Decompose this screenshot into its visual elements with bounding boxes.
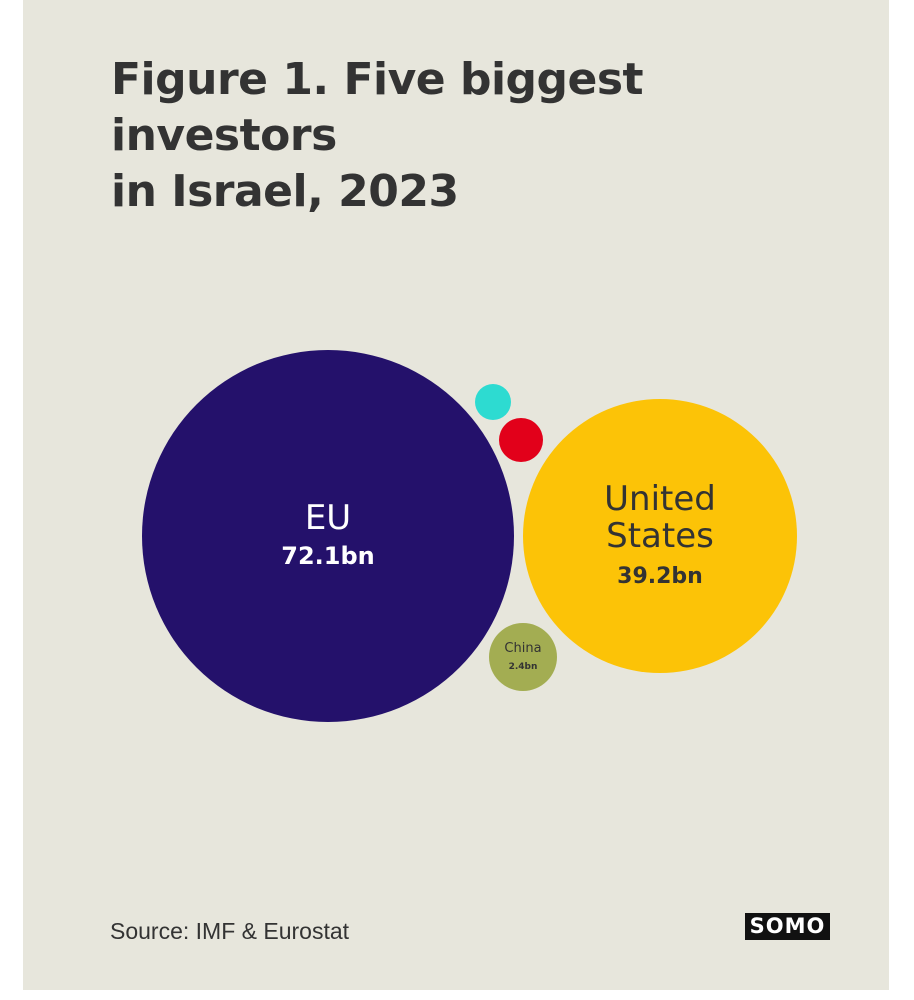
bubble-label-united-states-line-1: United: [604, 479, 716, 519]
bubble-china: [489, 623, 557, 691]
chart-title-line-1: Figure 1. Five biggest investors: [111, 54, 644, 161]
bubble-label-china: China: [504, 641, 541, 656]
bubble-red: [499, 418, 543, 462]
chart-title-line-2: in Israel, 2023: [111, 166, 459, 217]
bubble-united-states: [523, 399, 797, 673]
bubble-label-united-states-line-2: States: [606, 516, 714, 556]
bubble-value-china: 2.4bn: [509, 662, 538, 672]
chart-title: Figure 1. Five biggest investors in Isra…: [111, 52, 871, 220]
somo-logo: SOMO: [745, 913, 830, 940]
source-note: Source: IMF & Eurostat: [110, 918, 350, 944]
bubble-eu: [142, 350, 514, 722]
bubble-value-eu: 72.1bn: [281, 542, 374, 570]
bubble-teal: [475, 384, 511, 420]
bubble-value-united-states: 39.2bn: [617, 564, 703, 589]
bubble-label-eu: EU: [305, 498, 351, 538]
chart-card: Figure 1. Five biggest investors in Isra…: [23, 0, 889, 990]
